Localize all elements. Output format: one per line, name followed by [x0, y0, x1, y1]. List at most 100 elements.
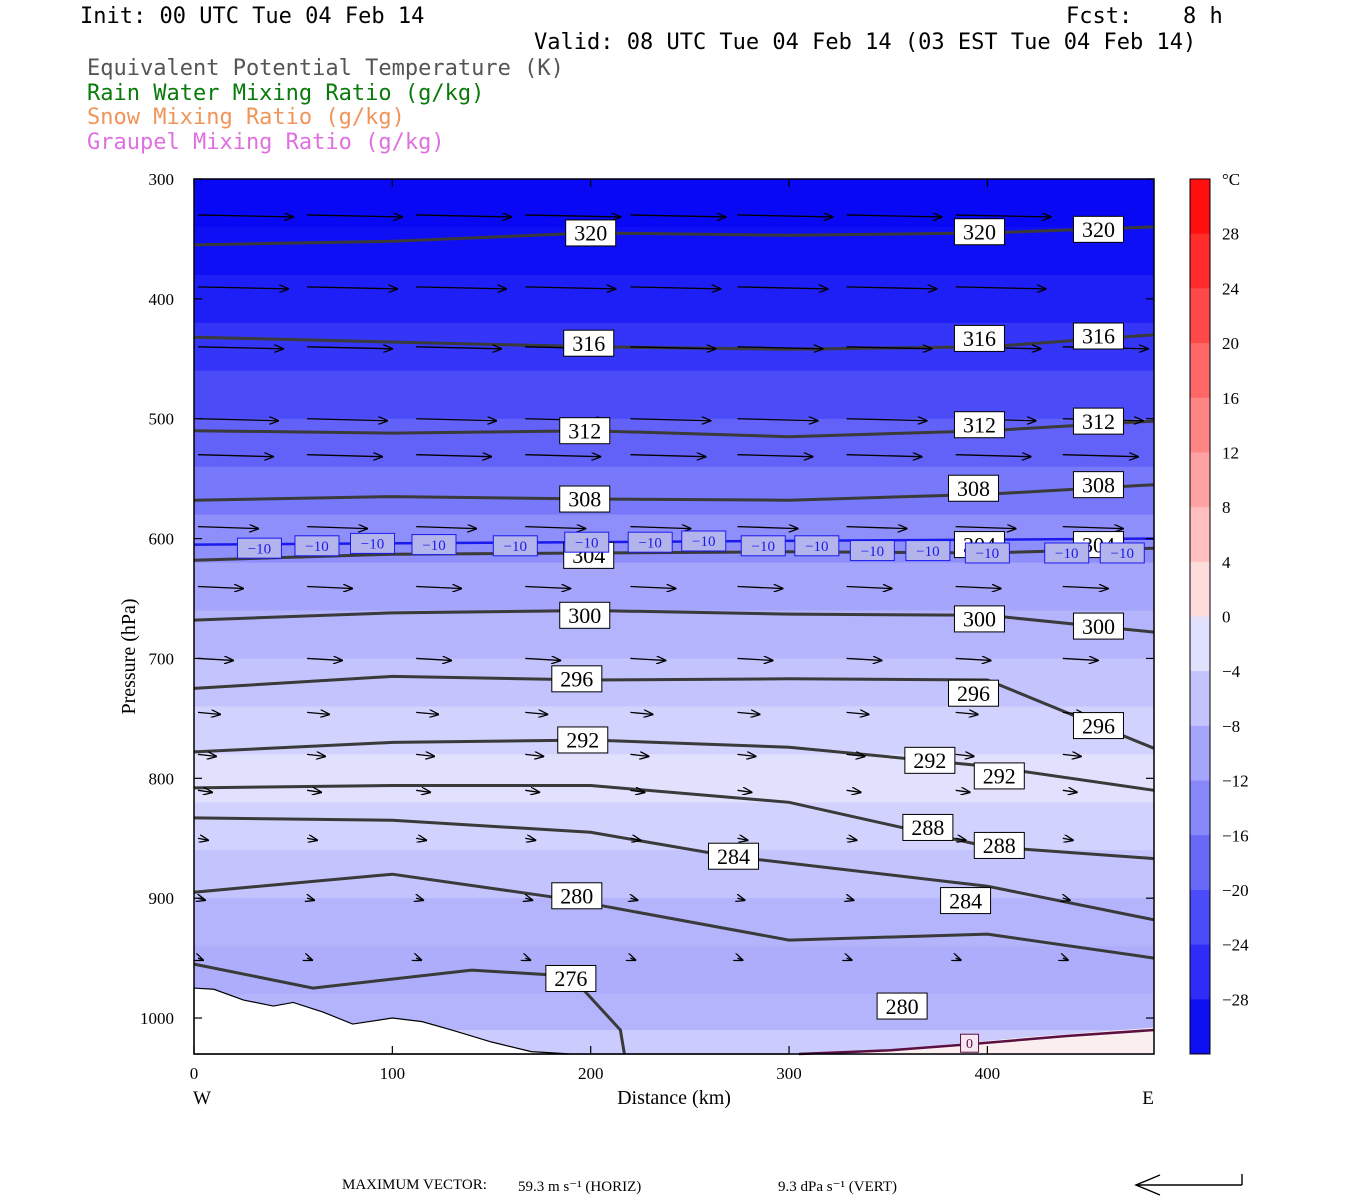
theta-e-label-316-box — [563, 329, 615, 357]
wind-vector — [416, 712, 438, 714]
wind-vector — [630, 958, 635, 960]
temperature-band — [194, 562, 1154, 612]
colorbar-swatch — [1190, 561, 1210, 617]
wind-vector — [416, 958, 421, 960]
max-vector-label: MAXIMUM VECTOR: — [342, 1177, 487, 1193]
theta-e-label-312: 312 — [1082, 409, 1115, 434]
x-tick-label: 0 — [190, 1064, 199, 1083]
theta-e-label-280: 280 — [886, 994, 919, 1019]
wind-vector — [197, 527, 258, 529]
wind-vector — [1062, 790, 1077, 792]
theta-e-label-292: 292 — [983, 764, 1016, 789]
theta-e-label-300: 300 — [1082, 614, 1115, 639]
wind-vector — [416, 658, 451, 660]
isotherm-label-minus10-box — [849, 540, 895, 562]
colorbar-swatch — [1190, 507, 1210, 563]
wind-vector — [306, 790, 321, 792]
y-tick-label: 700 — [149, 649, 175, 668]
wind-vector — [197, 215, 293, 217]
wind-vector — [846, 754, 865, 756]
wind-vector — [630, 898, 637, 900]
theta-e-label-308: 308 — [568, 487, 601, 512]
wind-vector — [416, 455, 491, 457]
colorbar-swatch — [1190, 835, 1210, 891]
theta-e-label-308: 308 — [1082, 472, 1115, 497]
temperature-band — [194, 898, 1154, 948]
wind-vector — [307, 712, 329, 714]
theta-e-contour-304 — [193, 546, 1155, 562]
wind-vector — [307, 347, 392, 349]
wind-vector — [416, 754, 434, 756]
wind-vector — [306, 838, 317, 840]
wind-vector — [197, 347, 283, 349]
theta-e-label-288-box — [973, 831, 1025, 859]
wind-vector — [737, 347, 823, 349]
theta-e-label-320-box — [1072, 215, 1124, 243]
wind-vector — [1062, 838, 1073, 840]
theta-e-contour-312 — [193, 419, 1155, 439]
wind-vector — [197, 838, 208, 840]
colorbar-swatch — [1190, 889, 1210, 946]
wind-vector — [846, 287, 937, 289]
wind-vector — [846, 712, 869, 714]
wind-vector — [630, 587, 675, 589]
field-graupel: Graupel Mixing Ratio (g/kg) — [87, 130, 445, 155]
colorbar-tick-label: 12 — [1222, 443, 1239, 462]
theta-e-label-312: 312 — [963, 412, 996, 437]
wind-vector — [956, 958, 961, 960]
x-tick-label: 400 — [975, 1064, 1001, 1083]
isotherm-label-minus10: −10 — [504, 539, 527, 555]
theta-e-label-316-box — [1072, 322, 1124, 350]
theta-e-label-320: 320 — [1082, 217, 1115, 242]
wind-vector — [525, 587, 570, 589]
colorbar-tick-label: −12 — [1222, 772, 1249, 791]
x-axis-title: Distance (km) — [617, 1087, 731, 1109]
wind-vector — [307, 215, 402, 217]
temperature-band — [194, 658, 1154, 708]
temperature-band — [194, 946, 1154, 996]
theta-e-label-288: 288 — [911, 815, 944, 840]
wind-vector — [1062, 658, 1098, 660]
wind-vector — [737, 587, 783, 589]
wind-vector — [737, 419, 818, 421]
wind-vector — [737, 455, 813, 457]
theta-e-contour-284 — [193, 816, 1155, 922]
isotherm-label-minus10-box — [1099, 542, 1145, 564]
wind-vector — [525, 712, 547, 714]
x-tick-label: 200 — [578, 1064, 604, 1083]
wind-vector — [307, 658, 342, 660]
wind-vector — [307, 587, 352, 589]
plot-frame — [193, 178, 1155, 1055]
wind-vector — [198, 958, 203, 960]
wind-vector — [416, 838, 426, 840]
wind-vector — [846, 455, 922, 457]
max-vector-arrowhead — [1134, 1174, 1161, 1196]
y-tick-label: 800 — [149, 769, 175, 788]
isotherm-label-minus10-box — [905, 540, 951, 562]
field-snow: Snow Mixing Ratio (g/kg) — [87, 105, 405, 130]
isotherm-label-minus10: −10 — [361, 537, 384, 553]
temperature-band — [194, 418, 1154, 468]
theta-e-label-320-box — [565, 219, 617, 247]
x-tick-label: 300 — [776, 1064, 802, 1083]
theta-e-label-296-box — [948, 679, 1000, 707]
wind-vector — [846, 658, 882, 660]
wind-vector — [630, 838, 640, 840]
colorbar-swatch — [1190, 999, 1210, 1055]
theta-e-contour-300 — [193, 608, 1155, 634]
wind-vector — [737, 287, 828, 289]
wind-vector — [416, 527, 476, 529]
wind-vector — [630, 347, 715, 349]
y-tick-label: 900 — [149, 889, 175, 908]
wind-vector — [197, 455, 273, 457]
wind-vector — [846, 838, 857, 840]
isotherm-label-minus10: −10 — [422, 538, 445, 554]
colorbar-swatch — [1190, 179, 1210, 235]
wind-vector — [525, 658, 560, 660]
colorbar-tick-label: −4 — [1222, 662, 1241, 681]
theta-e-label-300-box — [1072, 612, 1124, 640]
isotherm-label-minus10: −10 — [692, 534, 715, 550]
theta-e-label-312-box — [1072, 407, 1124, 435]
wind-vector — [955, 790, 970, 792]
